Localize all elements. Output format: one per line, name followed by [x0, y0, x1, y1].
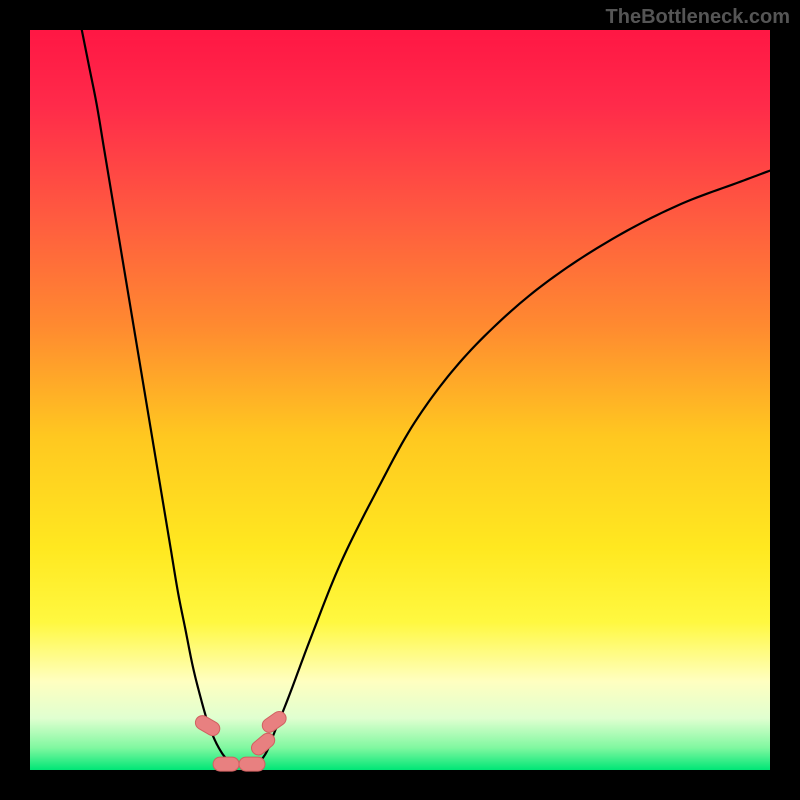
chart-svg: [0, 0, 800, 800]
watermark-text: TheBottleneck.com: [606, 6, 790, 29]
bottleneck-chart: [0, 0, 800, 800]
